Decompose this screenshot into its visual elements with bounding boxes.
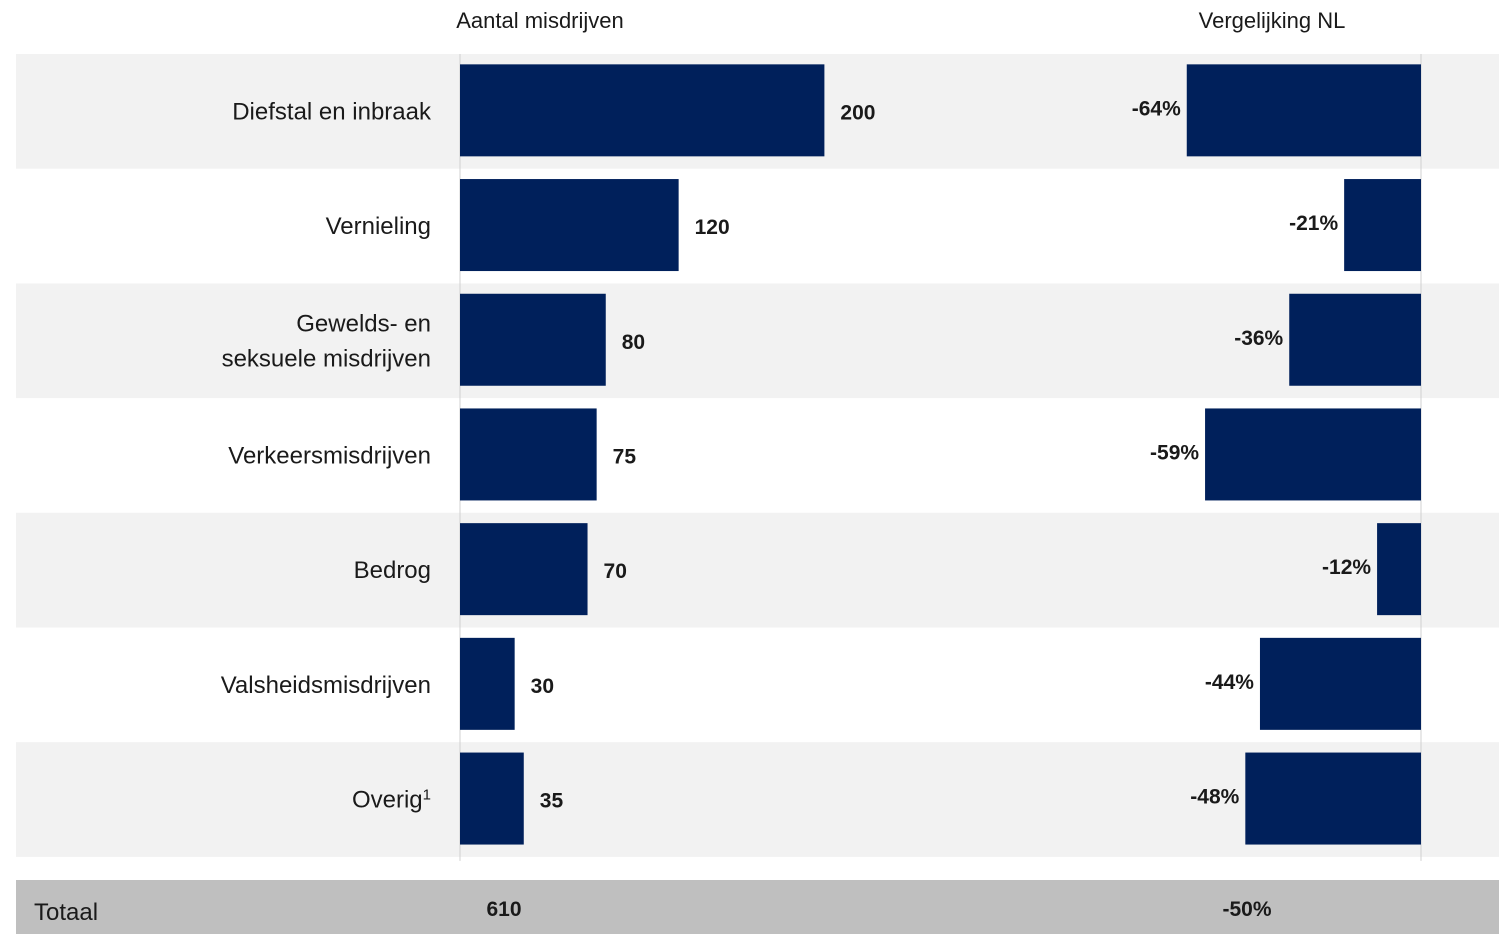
count-value-label: 35 [540, 790, 564, 813]
count-bar [460, 179, 679, 272]
left-panel-title: Aantal misdrijven [456, 8, 624, 33]
comparison-value-label: -36% [1234, 327, 1283, 350]
category-label: Gewelds- en [296, 310, 431, 337]
comparison-value-label: -64% [1132, 97, 1181, 120]
comparison-value-label: -12% [1322, 556, 1371, 579]
row-band [16, 283, 1499, 399]
count-bar [460, 523, 588, 616]
category-label: Overig1 [352, 786, 431, 814]
total-band [16, 880, 1499, 934]
count-value-label: 70 [604, 560, 627, 583]
total-comparison: -50% [1222, 898, 1271, 921]
comparison-value-label: -59% [1150, 441, 1199, 464]
count-bar [460, 64, 825, 157]
comparison-bar [1344, 179, 1421, 272]
category-label: Bedrog [354, 557, 431, 584]
category-label: Diefstal en inbraak [232, 98, 432, 125]
comparison-value-label: -21% [1289, 212, 1338, 235]
comparison-bar [1186, 64, 1421, 157]
right-panel-title: Vergelijking NL [1199, 8, 1346, 33]
row-band [16, 512, 1499, 628]
total-label: Totaal [34, 899, 98, 926]
comparison-value-label: -48% [1190, 786, 1239, 809]
comparison-bar [1289, 293, 1421, 386]
category-labels: Diefstal en inbraak Vernieling Gewelds- en… [221, 98, 432, 813]
total-row: Totaal 610 -50% [16, 880, 1499, 934]
count-value-label: 30 [531, 675, 554, 698]
comparison-bar [1377, 523, 1421, 616]
count-bar [460, 637, 515, 730]
count-bar [460, 408, 597, 501]
count-value-label: 200 [840, 101, 875, 124]
comparison-bar [1259, 637, 1421, 730]
category-label: Valsheidsmisdrijven [221, 672, 431, 699]
comparison-value-label: -44% [1205, 671, 1254, 694]
comparison-series: -64% -21% -36% -59% -12% -44% -48% [1132, 64, 1421, 845]
comparison-bar [1245, 752, 1421, 845]
count-value-label: 120 [695, 216, 730, 239]
count-bar [460, 752, 524, 845]
category-label: Vernieling [326, 213, 431, 240]
count-value-label: 75 [613, 445, 637, 468]
footnote-marker: 1 [423, 786, 431, 803]
count-bar [460, 293, 606, 386]
count-series: 200 120 80 75 70 30 35 [460, 64, 875, 845]
category-label: seksuele misdrijven [222, 345, 431, 372]
count-value-label: 80 [622, 331, 645, 354]
total-count: 610 [486, 898, 521, 921]
category-label: Verkeersmisdrijven [228, 442, 431, 469]
comparison-bar [1205, 408, 1421, 501]
